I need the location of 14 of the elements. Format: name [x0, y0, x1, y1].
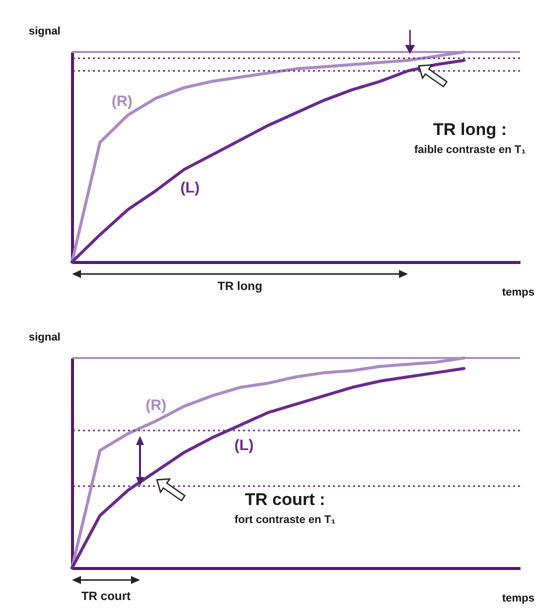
series-label: (R)	[112, 93, 132, 110]
text: TR court	[81, 589, 131, 603]
x-axis-title: temps	[502, 286, 534, 298]
series-label: (R)	[146, 397, 166, 414]
text: TR long	[218, 279, 262, 293]
y-axis-title: signal	[28, 332, 60, 344]
annotation: TR court :	[244, 490, 326, 509]
x-axis-title: temps	[502, 592, 534, 604]
series-label: (L)	[234, 437, 254, 454]
series-label: (L)	[180, 180, 200, 197]
y-axis-title: signal	[28, 26, 60, 38]
annotation: fort contraste en T₁	[234, 514, 336, 526]
annotation: TR long :	[433, 120, 507, 139]
annotation: faible contraste en T₁	[414, 144, 526, 156]
